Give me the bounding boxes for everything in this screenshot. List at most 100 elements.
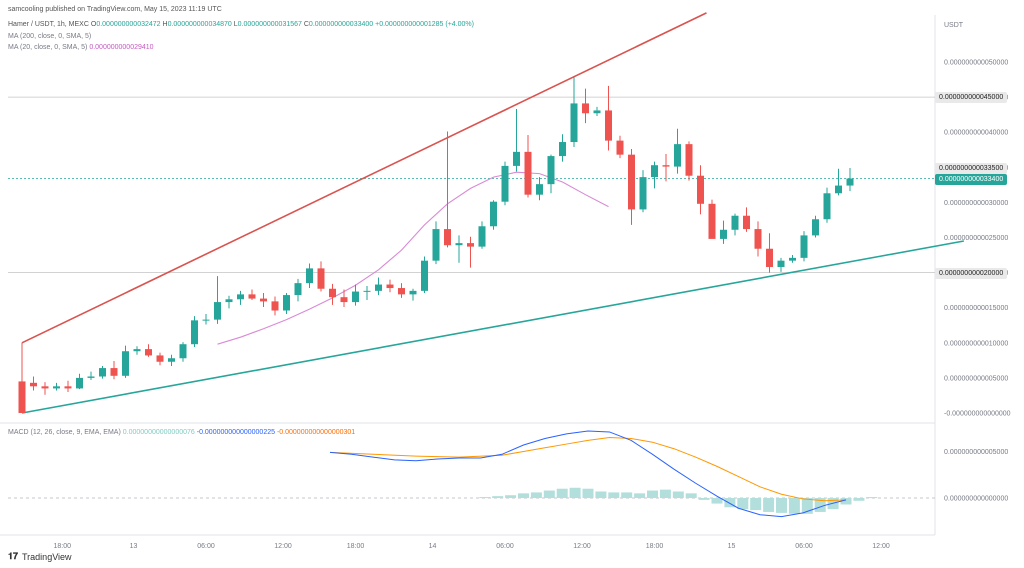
candle-body	[639, 177, 647, 210]
macd-header[interactable]: MACD (12, 26, close, 9, EMA, EMA) 0.0000…	[8, 429, 355, 436]
x-tick-label: 12:00	[573, 543, 591, 550]
macd-histogram-bar	[569, 487, 581, 498]
open-value: 0.000000000032472	[96, 21, 161, 28]
candle-body	[156, 355, 164, 362]
ohlc-line: Hamer / USDT, 1h, MEXC O0.00000000003247…	[8, 21, 474, 28]
macd-histogram-bar	[505, 495, 517, 498]
footer-branding[interactable]: 𝟏𝟕 TradingView	[8, 551, 72, 562]
macd-histogram-bar	[866, 497, 878, 499]
candle-body	[593, 110, 601, 114]
x-tick-label: 18:00	[646, 543, 664, 550]
candle-body	[53, 386, 60, 389]
macd-histogram-bar	[634, 493, 646, 498]
candle-body	[685, 144, 693, 176]
ma20-label: MA (20, close, 0, SMA, 5)	[8, 44, 88, 51]
macd-signal-value: -0.000000000000000301	[276, 429, 356, 436]
macd-y-tick-label: 0.000000000000000	[944, 496, 1008, 503]
candle-body	[628, 154, 635, 210]
macd-histogram-bar	[776, 498, 787, 513]
macd-histogram-bar	[711, 498, 723, 504]
macd-histogram-bar	[788, 498, 800, 514]
candle-body	[41, 386, 49, 389]
x-tick-label: 15	[728, 543, 736, 550]
candle-body	[87, 376, 95, 378]
close-value: 0.000000000033400	[308, 21, 374, 28]
candle-body	[237, 294, 244, 300]
candle-body	[99, 368, 106, 377]
high-value: 0.000000000034870	[167, 21, 232, 28]
open-label: O	[90, 21, 97, 28]
x-tick-label: 18:00	[53, 543, 71, 550]
candle-body	[363, 290, 371, 292]
candle-body	[720, 229, 727, 239]
candle-body	[225, 299, 233, 303]
candle-body	[846, 178, 854, 186]
candle-body	[800, 235, 808, 258]
macd-histogram-bar	[543, 490, 555, 498]
candle-body	[432, 229, 440, 261]
resistance-trendline	[21, 12, 707, 344]
macd-histogram-bar	[737, 498, 749, 510]
macd-histogram-bar	[608, 492, 620, 498]
ma20-legend[interactable]: MA (20, close, 0, SMA, 5) 0.000000000029…	[8, 44, 154, 51]
macd-histogram-bar	[801, 498, 813, 514]
candle-body	[375, 284, 382, 291]
x-tick-label: 13	[130, 543, 138, 550]
macd-histogram-bar	[479, 497, 491, 499]
candle-body	[409, 290, 417, 295]
candle-body	[317, 268, 325, 289]
candle-body	[605, 110, 612, 141]
candle-body	[248, 294, 256, 299]
candle-body	[444, 229, 451, 246]
candle-body	[214, 302, 221, 320]
candle-body	[754, 229, 762, 249]
candle-body	[823, 193, 831, 220]
support-trendline	[21, 240, 964, 414]
x-tick-label: 18:00	[347, 543, 365, 550]
candle-body	[731, 215, 739, 230]
currency-text: USDT	[944, 22, 964, 29]
low-value: 0.000000000031567	[237, 21, 302, 28]
tradingview-logo-icon: 𝟏𝟕	[8, 551, 19, 561]
y-tick-label: 0.000000000005000	[944, 375, 1008, 382]
macd-histogram-bar	[672, 491, 684, 498]
y-tick-label: 0.000000000025000	[944, 235, 1008, 242]
macd-histogram-bar	[518, 493, 529, 498]
candle-body	[708, 203, 716, 239]
y-tick-label: 0.000000000050000	[944, 60, 1008, 67]
macd-line-value: -0.000000000000000225	[196, 429, 275, 436]
macd-histogram-bar	[724, 498, 736, 508]
candle-body	[662, 165, 670, 167]
candle-body	[191, 320, 198, 345]
candle-body	[421, 260, 428, 291]
candle-body	[547, 156, 555, 185]
candle-body	[133, 349, 141, 352]
macd-histogram-bar	[814, 498, 826, 512]
macd-histogram-bar	[763, 498, 775, 512]
price-tag-45000: 0.000000000045000	[935, 92, 1008, 103]
candle-body	[766, 248, 773, 267]
macd-histogram-bar	[840, 498, 852, 505]
candle-body	[271, 301, 279, 311]
candle-body	[76, 377, 83, 389]
macd-histogram-bar	[853, 498, 865, 501]
macd-histogram-bar	[750, 498, 762, 511]
candle-body	[478, 226, 486, 247]
candle-body	[30, 382, 37, 387]
macd-histogram-bar	[698, 498, 710, 500]
candle-body	[306, 268, 313, 284]
ma20-value: 0.000000000029410	[89, 44, 154, 51]
y-tick-label: -0.000000000000000	[944, 411, 1011, 418]
candle-body	[536, 184, 543, 195]
price-tag-33500: 0.000000000033500	[935, 163, 1008, 174]
currency-label: USDT	[944, 22, 963, 29]
candle-body	[467, 243, 474, 247]
ma200-legend[interactable]: MA (200, close, 0, SMA, 5)	[8, 33, 91, 40]
macd-label: MACD (12, 26, close, 9, EMA, EMA)	[8, 429, 121, 436]
x-tick-label: 06:00	[795, 543, 813, 550]
candle-body	[386, 284, 394, 289]
tradingview-brand: TradingView	[22, 551, 72, 562]
candle-body	[329, 288, 336, 298]
candle-body	[812, 219, 819, 236]
